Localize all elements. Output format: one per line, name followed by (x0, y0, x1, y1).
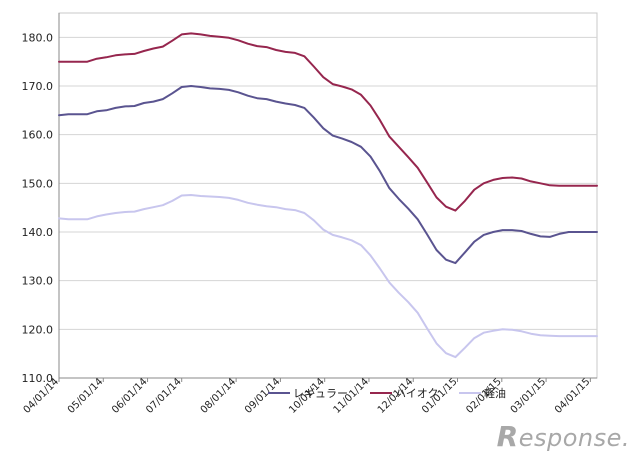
response-watermark: Response. (497, 420, 630, 453)
series-line (58, 85, 598, 265)
watermark-text: esponse. (518, 424, 630, 452)
y-tick-label: 140.0 (22, 226, 54, 239)
x-tick-label: 09/01/14 (243, 376, 283, 416)
legend-label: レギュラー (293, 387, 348, 400)
series-line (58, 32, 598, 212)
y-tick-label: 160.0 (22, 129, 54, 142)
y-tick-label: 120.0 (22, 323, 54, 336)
legend-label: ハイオク (395, 387, 439, 400)
watermark-initial: R (496, 420, 519, 453)
x-tick-label: 03/01/15 (509, 376, 549, 416)
x-tick-label: 07/01/14 (144, 376, 184, 416)
legend-label: 軽油 (484, 386, 506, 400)
y-tick-label: 150.0 (22, 177, 54, 190)
y-tick-label: 170.0 (22, 80, 54, 93)
y-tick-label: 130.0 (22, 275, 54, 288)
y-tick-label: 180.0 (22, 31, 54, 44)
x-tick-label: 06/01/14 (110, 376, 150, 416)
x-tick-label: 08/01/14 (199, 376, 239, 416)
y-tick-label: 110.0 (22, 372, 54, 385)
x-tick-label: 04/01/15 (553, 376, 593, 416)
plot-frame (58, 12, 598, 379)
x-tick-label: 05/01/14 (66, 376, 106, 416)
series-line (58, 194, 598, 359)
